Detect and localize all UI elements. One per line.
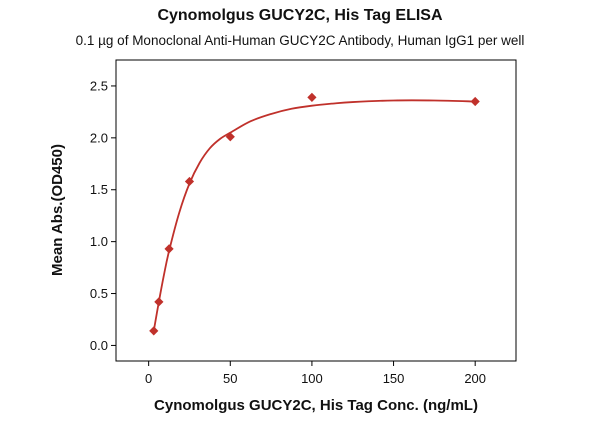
x-tick-label: 100 bbox=[301, 371, 323, 386]
data-point bbox=[164, 244, 174, 254]
x-tick-label: 0 bbox=[145, 371, 152, 386]
data-points bbox=[149, 92, 480, 336]
y-tick-label: 0.5 bbox=[90, 286, 108, 301]
plot-frame bbox=[115, 59, 517, 362]
y-axis-label: Mean Abs.(OD450) bbox=[49, 144, 66, 276]
data-point bbox=[307, 92, 317, 102]
data-point bbox=[225, 132, 235, 142]
y-tick-label: 2.0 bbox=[90, 130, 108, 145]
data-point bbox=[149, 326, 159, 336]
x-axis-ticks: 0 50 100 150 200 bbox=[145, 361, 486, 386]
y-tick-label: 1.0 bbox=[90, 234, 108, 249]
y-tick-label: 0.0 bbox=[90, 338, 108, 353]
y-tick-label: 1.5 bbox=[90, 182, 108, 197]
x-tick-label: 150 bbox=[383, 371, 405, 386]
x-tick-label: 200 bbox=[464, 371, 486, 386]
x-tick-label: 50 bbox=[223, 371, 237, 386]
data-point bbox=[470, 96, 480, 107]
y-axis-ticks: 0.0 0.5 1.0 1.5 2.0 2.5 bbox=[90, 78, 116, 353]
data-point bbox=[184, 176, 195, 187]
chart-subtitle: 0.1 µg of Monoclonal Anti-Human GUCY2C A… bbox=[76, 33, 525, 48]
y-tick-label: 2.5 bbox=[90, 78, 108, 93]
chart-title: Cynomolgus GUCY2C, His Tag ELISA bbox=[157, 7, 443, 24]
x-axis-label: Cynomolgus GUCY2C, His Tag Conc. (ng/mL) bbox=[154, 397, 478, 414]
fit-curve-line bbox=[152, 99, 476, 332]
data-point bbox=[154, 297, 164, 307]
